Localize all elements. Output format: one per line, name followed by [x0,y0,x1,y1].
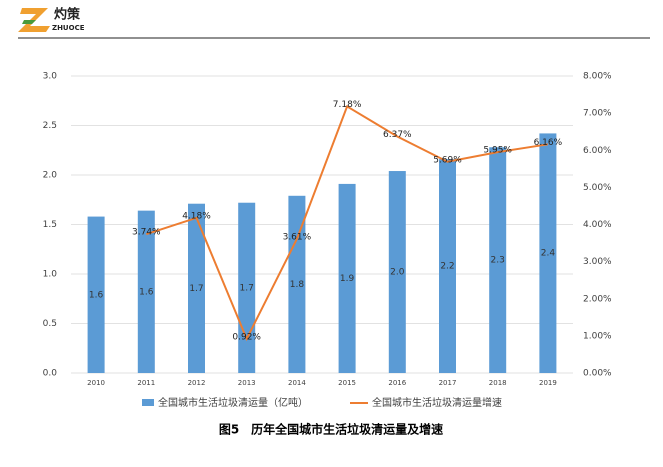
bar-value-label: 1.6 [139,287,154,297]
chart-title: 图5 历年全国城市生活垃圾清运量及增速 [219,422,443,437]
bar [188,203,205,373]
bar-value-label: 1.6 [89,290,104,300]
line-value-label: 6.37% [383,130,412,140]
line-value-label: 3.61% [283,232,312,242]
line-value-label: 6.16% [534,138,563,148]
bar-value-label: 1.9 [340,274,355,284]
x-tick-label: 2010 [87,379,105,387]
logo-mark-accent [22,20,36,24]
bar [539,133,557,373]
x-tick-label: 2017 [439,379,457,387]
legend-swatch [142,399,154,406]
bar [137,210,155,373]
bar-value-label: 1.7 [189,284,203,294]
x-tick-label: 2013 [238,379,256,387]
x-tick-label: 2019 [539,379,557,387]
y2-tick-label: 5.00% [583,183,612,193]
logo-text: 灼策 [54,7,81,23]
y2-tick-label: 4.00% [583,220,612,230]
line-value-label: 5.69% [433,155,462,165]
bar-value-label: 2.0 [390,268,405,278]
y-tick-label: 1.5 [43,220,57,230]
bar-value-label: 2.4 [541,249,556,259]
line-value-label: 4.18% [182,211,211,221]
y-tick-label: 0.5 [43,319,57,329]
line-value-label: 0.92% [232,332,261,342]
y2-tick-label: 1.00% [583,331,612,341]
legend-label: 全国城市生活垃圾清运量增速 [372,396,502,409]
bar [489,147,507,373]
y2-tick-label: 7.00% [583,109,612,119]
logo-sub: ZHUOCE [52,24,85,32]
y-tick-label: 0.0 [43,369,58,379]
line [145,104,549,342]
y2-tick-label: 6.00% [583,146,612,156]
y-tick-label: 1.0 [43,270,58,280]
legend-label: 全国城市生活垃圾清运量（亿吨） [158,396,308,409]
bar [288,195,306,373]
logo: 灼策 ZHUOCE [18,7,85,32]
bar-value-label: 1.8 [290,280,305,290]
x-tick-label: 2015 [338,379,356,387]
y2-tick-label: 8.00% [583,72,612,82]
y-tick-label: 2.0 [43,171,58,181]
bar-value-label: 2.3 [491,256,505,266]
bar-value-label: 1.7 [240,283,254,293]
line-value-label: 5.95% [483,146,512,156]
bar [338,183,356,373]
y-tick-label: 3.0 [43,72,58,82]
line-value-label: 7.18% [333,100,362,110]
x-tick-label: 2014 [288,379,306,387]
line-value-label: 3.74% [132,228,161,238]
bar [388,171,406,373]
x-tick-label: 2012 [188,379,206,387]
x-tick-label: 2018 [489,379,507,387]
y2-tick-label: 2.00% [583,294,612,304]
bar [87,216,105,373]
y-tick-label: 2.5 [43,121,57,131]
x-tick-label: 2016 [388,379,406,387]
x-tick-label: 2011 [137,379,155,387]
bar [439,159,456,373]
y2-tick-label: 3.00% [583,257,612,267]
bar-value-label: 2.2 [440,262,454,272]
y2-tick-label: 0.00% [583,369,612,379]
